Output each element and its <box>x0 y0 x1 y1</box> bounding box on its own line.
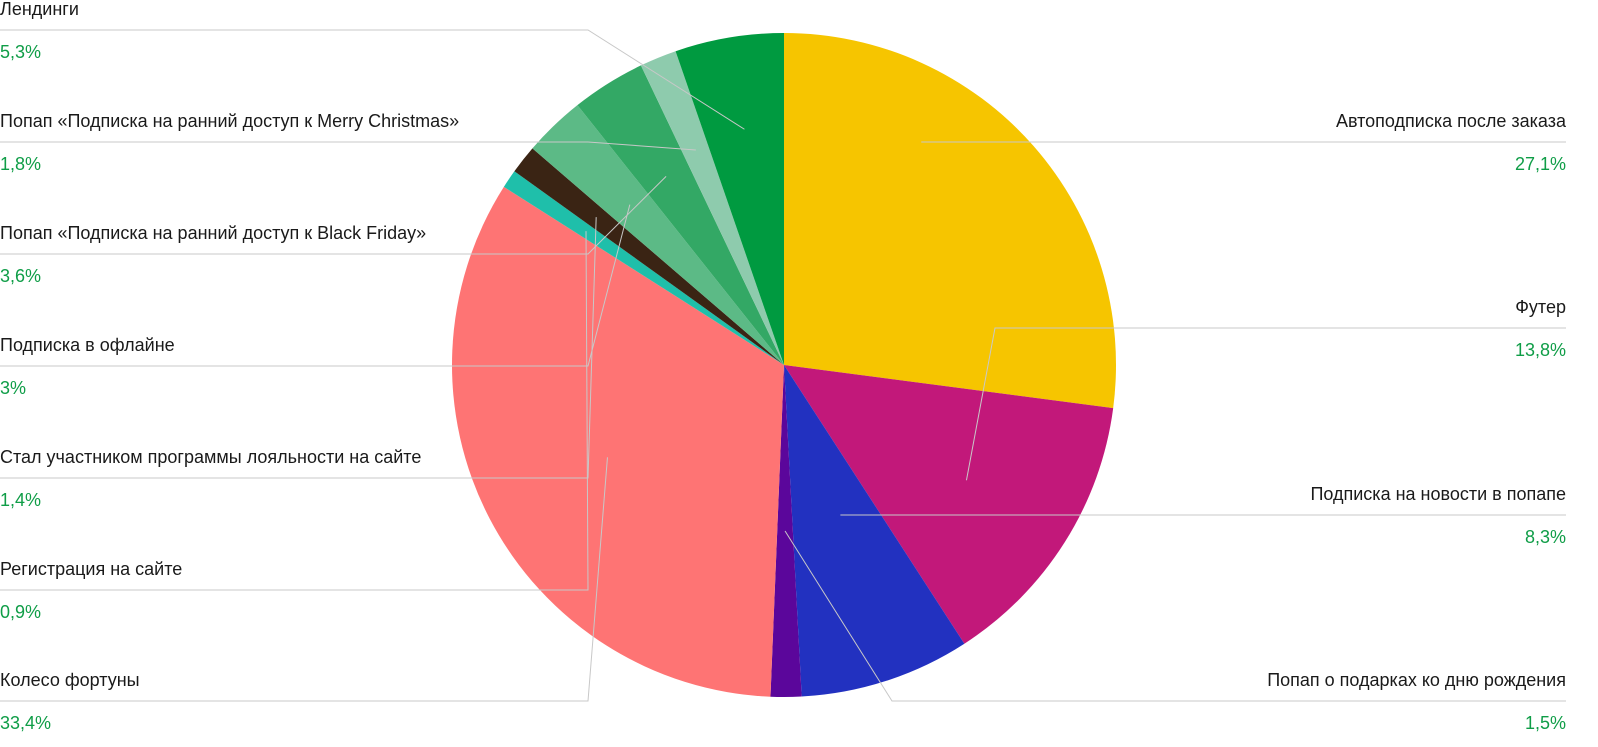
slice-value-7: 3% <box>0 378 26 398</box>
leader-line-10 <box>0 29 745 130</box>
pie-slice-5 <box>503 171 784 365</box>
slice-value-6: 1,4% <box>0 490 41 510</box>
leader-line-3 <box>784 530 1566 702</box>
slice-value-3: 1,5% <box>1525 713 1566 733</box>
slice-value-5: 0,9% <box>0 602 41 622</box>
pie-slice-9 <box>640 51 784 365</box>
slice-value-2: 8,3% <box>1525 527 1566 547</box>
pie-slice-6 <box>514 148 784 365</box>
slice-label-1: Футер <box>1515 297 1566 317</box>
pie-slice-1 <box>784 365 1114 644</box>
slice-label-8: Попап «Подписка на ранний доступ к Black… <box>0 223 426 243</box>
slice-label-6: Стал участником программы лояльности на … <box>0 447 421 467</box>
slice-label-2: Подписка на новости в попапе <box>1310 484 1566 504</box>
slice-value-10: 5,3% <box>0 42 41 62</box>
pie-slice-0 <box>784 33 1117 409</box>
pie-slice-8 <box>577 65 784 365</box>
pie-slice-4 <box>451 186 784 697</box>
slice-label-10: Лендинги <box>0 0 79 19</box>
slice-value-9: 1,8% <box>0 154 41 174</box>
labels-layer: Лендинги 5,3% Попап «Подписка на ранний до… <box>0 0 1567 733</box>
leader-line-4 <box>0 457 608 702</box>
slice-label-7: Подписка в офлайне <box>0 335 175 355</box>
pie-slice-2 <box>784 365 965 697</box>
slices-layer <box>451 33 1117 697</box>
leader-line-8 <box>0 176 667 255</box>
slice-label-4: Колесо фортуны <box>0 670 140 690</box>
leader-line-9 <box>0 141 696 151</box>
leaders-layer <box>0 29 1566 702</box>
slice-value-4: 33,4% <box>0 713 51 733</box>
slice-label-0: Автоподписка после заказа <box>1336 111 1567 131</box>
leader-line-6 <box>0 217 597 479</box>
slice-value-1: 13,8% <box>1515 340 1566 360</box>
slice-label-9: Попап «Подписка на ранний доступ к Merry… <box>0 111 459 131</box>
pie-slice-7 <box>532 105 784 366</box>
leader-line-1 <box>965 327 1566 481</box>
slice-value-0: 27,1% <box>1515 154 1566 174</box>
slice-value-8: 3,6% <box>0 266 41 286</box>
slice-label-3: Попап о подарках ко дню рождения <box>1267 670 1566 690</box>
pie-slice-10 <box>675 33 784 365</box>
leader-line-7 <box>0 204 631 367</box>
leader-line-5 <box>0 231 589 591</box>
pie-slice-3 <box>770 365 802 697</box>
slice-label-5: Регистрация на сайте <box>0 559 182 579</box>
